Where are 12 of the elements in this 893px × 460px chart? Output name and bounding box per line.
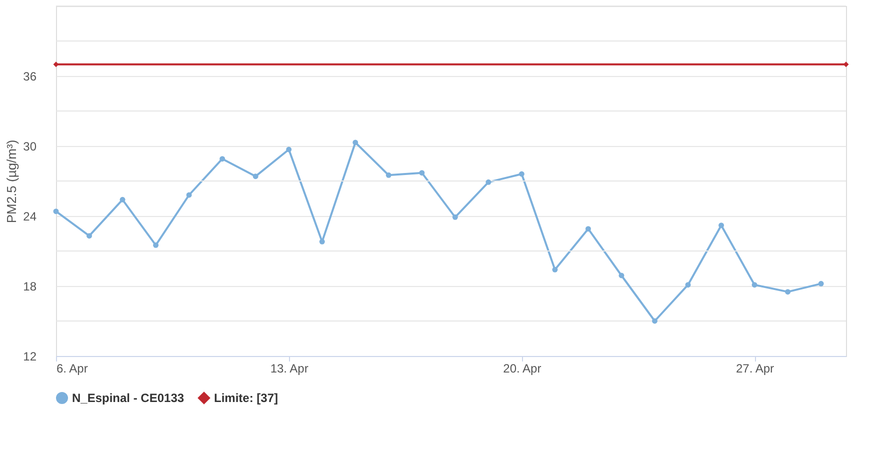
- y-tick-label: 12: [23, 350, 37, 364]
- y-tick-label: 30: [23, 140, 37, 154]
- y-tick-label: 18: [23, 280, 37, 294]
- x-tick-label: 6. Apr: [56, 362, 88, 376]
- y-tick-label: 36: [23, 70, 37, 84]
- y-tick-label: 24: [23, 210, 37, 224]
- x-tick-label: 27. Apr: [736, 362, 774, 376]
- legend-label: N_Espinal - CE0133: [72, 391, 184, 405]
- y-axis-title: PM2.5 (µg/m³): [4, 140, 20, 224]
- x-tick-label: 13. Apr: [270, 362, 308, 376]
- x-tick-label: 20. Apr: [503, 362, 542, 376]
- legend-label: Limite: [37]: [214, 391, 278, 405]
